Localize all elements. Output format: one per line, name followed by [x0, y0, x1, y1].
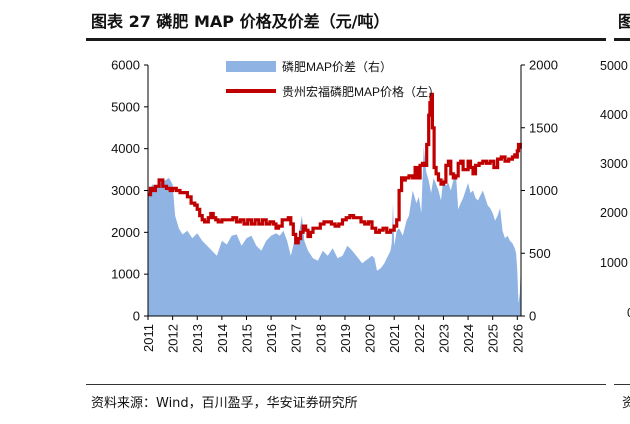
x-tick-label: 2014 — [215, 324, 230, 353]
next-chart-tick: 5000 — [600, 59, 628, 73]
legend-swatch-spread — [226, 61, 276, 72]
title-rule — [86, 38, 606, 41]
price-line-layer — [148, 92, 522, 245]
right-tick-label: 1500 — [529, 120, 558, 135]
legend: 磷肥MAP价差（右） 贵州宏福磷肥MAP价格（左） — [226, 59, 440, 99]
x-tick-label: 2023 — [436, 324, 451, 353]
left-tick-label: 3000 — [111, 183, 140, 198]
right-tick-label: 2000 — [529, 58, 558, 73]
x-tick-label: 2016 — [264, 324, 279, 353]
axes-layer: 0 1000 2000 3000 4000 5000 6000 0 500 1000 1500 200… — [111, 58, 558, 353]
next-chart-tick: 1000 — [600, 256, 628, 270]
x-tick-label: 2017 — [289, 324, 304, 353]
spread-area-layer — [148, 146, 521, 316]
x-tick-label: 2021 — [387, 324, 402, 353]
left-tick-label: 5000 — [111, 99, 140, 114]
next-source-fragment: 资 — [622, 396, 630, 411]
left-tick-label: 2000 — [111, 225, 140, 240]
next-chart-title-fragment: 图 — [618, 12, 630, 31]
x-tick-label: 2015 — [239, 324, 254, 353]
left-tick-label: 0 — [133, 309, 140, 324]
left-tick-label: 1000 — [111, 267, 140, 282]
source-rule-next — [614, 384, 630, 385]
x-tick-label: 2025 — [486, 324, 501, 353]
x-tick-label: 2013 — [190, 324, 205, 353]
source-rule — [86, 384, 606, 385]
next-chart-tick: 4000 — [600, 108, 628, 122]
source-note: 资料来源：Wind，百川盈孚，华安证券研究所 — [91, 396, 358, 411]
legend-label-spread: 磷肥MAP价差（右） — [282, 59, 392, 74]
x-tick-label: 2012 — [166, 324, 181, 353]
x-tick-label: 2020 — [363, 324, 378, 353]
price-line — [148, 92, 522, 245]
chart-title: 图表 27 磷肥 MAP 价格及价差（元/吨） — [91, 12, 390, 31]
next-chart-tick: 2000 — [600, 206, 628, 220]
right-tick-label: 0 — [529, 309, 536, 324]
x-tick-label: 2026 — [510, 324, 525, 353]
next-chart-tick: 3000 — [600, 157, 628, 171]
spread-area — [148, 146, 521, 316]
right-tick-label: 1000 — [529, 183, 558, 198]
legend-label-price: 贵州宏福磷肥MAP价格（左） — [282, 84, 440, 99]
next-chart-tick: 0 — [627, 306, 630, 320]
title-rule-next — [614, 38, 630, 41]
x-tick-label: 2011 — [141, 324, 156, 352]
right-tick-label: 500 — [529, 246, 551, 261]
x-tick-label: 2019 — [338, 324, 353, 353]
x-tick-label: 2018 — [313, 324, 328, 353]
x-tick-label: 2024 — [461, 324, 476, 353]
left-tick-label: 4000 — [111, 141, 140, 156]
left-tick-label: 6000 — [111, 58, 140, 73]
x-tick-label: 2022 — [412, 324, 427, 353]
